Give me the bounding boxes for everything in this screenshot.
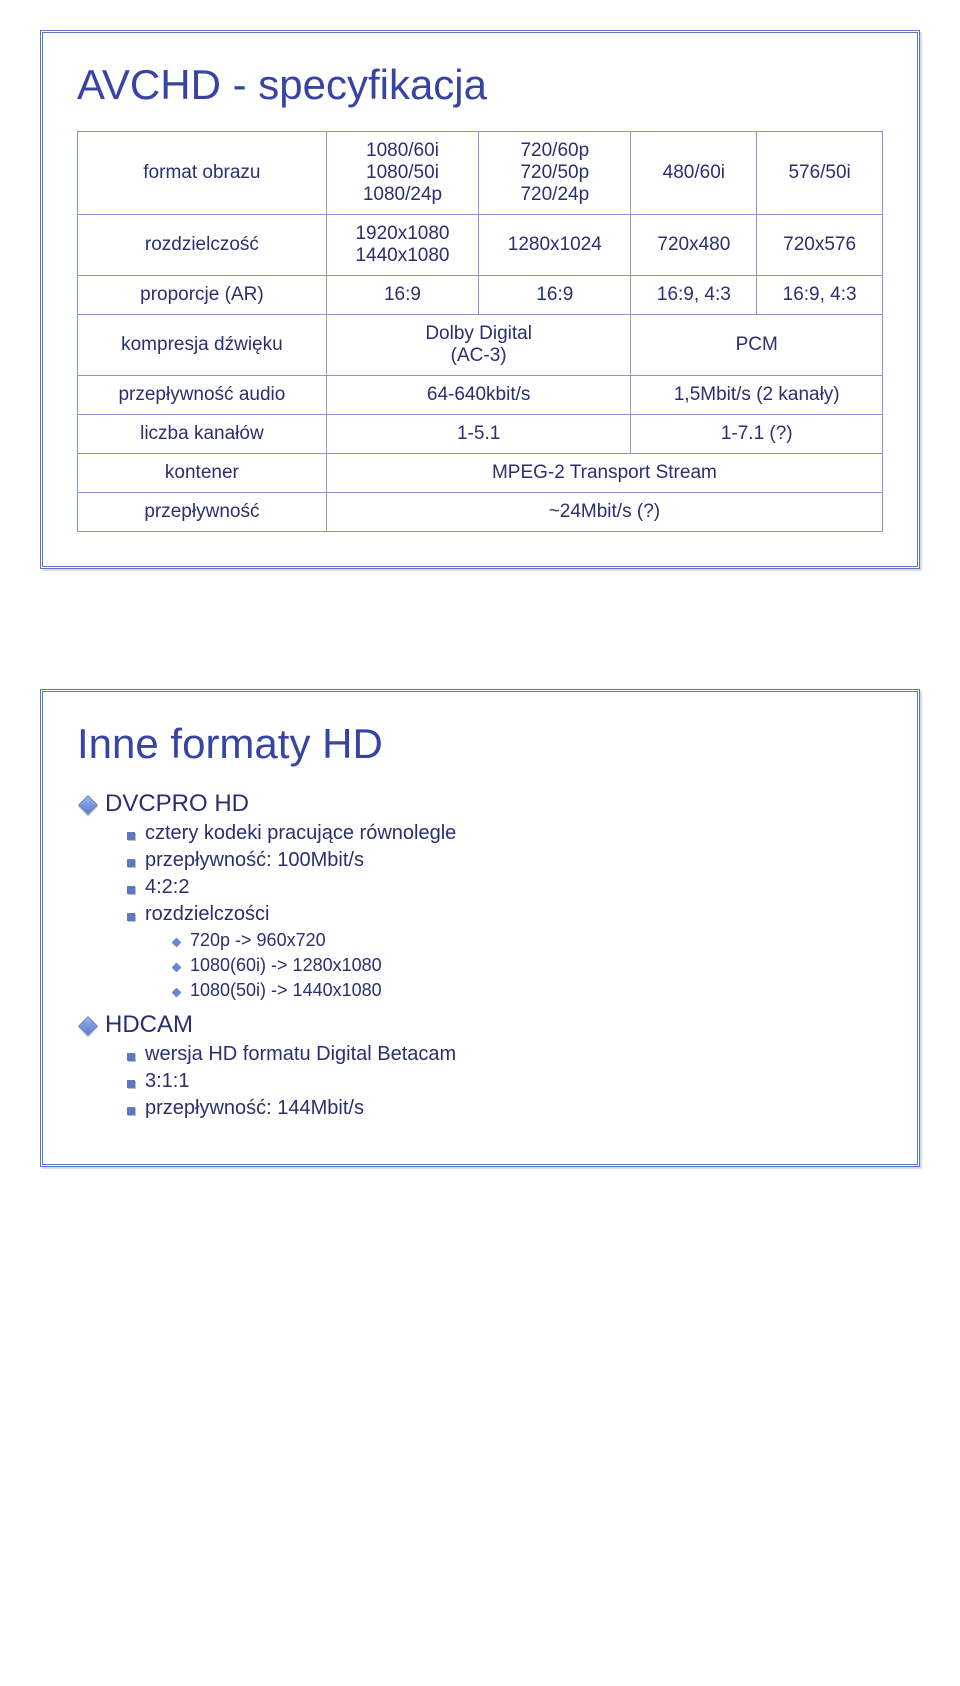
cell: 16:9, 4:3: [631, 276, 757, 315]
table-row: liczba kanałów 1-5.1 1-7.1 (?): [78, 415, 883, 454]
cell: 1080/60i 1080/50i 1080/24p: [326, 132, 478, 215]
cell: 576/50i: [757, 132, 883, 215]
cell: 64-640kbit/s: [326, 376, 631, 415]
cell: PCM: [631, 315, 883, 376]
item-label: cztery kodeki pracujące równolegle: [145, 822, 456, 845]
level1-list: DVCPRO HD cztery kodeki pracujące równol…: [77, 790, 883, 1120]
list-item: wersja HD formatu Digital Betacam: [127, 1043, 883, 1066]
row-label: proporcje (AR): [78, 276, 327, 315]
cell: 1-5.1: [326, 415, 631, 454]
cell: Dolby Digital (AC-3): [326, 315, 631, 376]
item-label: rozdzielczości: [145, 903, 269, 926]
diamond-icon: [78, 795, 98, 815]
table-row: rozdzielczość 1920x1080 1440x1080 1280x1…: [78, 215, 883, 276]
square-icon: [127, 1053, 135, 1061]
table-row: kontener MPEG-2 Transport Stream: [78, 454, 883, 493]
list-item: rozdzielczości: [127, 903, 883, 926]
dot-icon: [172, 938, 182, 948]
list-item: HDCAM: [81, 1011, 883, 1039]
level2-list: cztery kodeki pracujące równolegle przep…: [81, 822, 883, 1001]
item-label: 1080(60i) -> 1280x1080: [190, 955, 382, 976]
cell: 16:9: [326, 276, 478, 315]
item-label: wersja HD formatu Digital Betacam: [145, 1043, 456, 1066]
spec-table: format obrazu 1080/60i 1080/50i 1080/24p…: [77, 131, 883, 532]
table-row: kompresja dźwięku Dolby Digital (AC-3) P…: [78, 315, 883, 376]
cell: 16:9, 4:3: [757, 276, 883, 315]
square-icon: [127, 886, 135, 894]
dot-icon: [172, 963, 182, 973]
table-row: przepływność ~24Mbit/s (?): [78, 493, 883, 532]
row-label: przepływność: [78, 493, 327, 532]
level3-list: 720p -> 960x720 1080(60i) -> 1280x1080 1…: [127, 930, 883, 1001]
cell: 720x576: [757, 215, 883, 276]
cell: 720/60p 720/50p 720/24p: [479, 132, 631, 215]
level2-list: wersja HD formatu Digital Betacam 3:1:1 …: [81, 1043, 883, 1120]
square-icon: [127, 913, 135, 921]
row-label: rozdzielczość: [78, 215, 327, 276]
row-label: przepływność audio: [78, 376, 327, 415]
cell: MPEG-2 Transport Stream: [326, 454, 882, 493]
slide-title: Inne formaty HD: [77, 720, 883, 768]
row-label: format obrazu: [78, 132, 327, 215]
list-item: 1080(60i) -> 1280x1080: [173, 955, 883, 976]
cell: 720x480: [631, 215, 757, 276]
row-label: kompresja dźwięku: [78, 315, 327, 376]
list-item: cztery kodeki pracujące równolegle: [127, 822, 883, 845]
list-item: 1080(50i) -> 1440x1080: [173, 980, 883, 1001]
slide-other-hd-formats: Inne formaty HD DVCPRO HD cztery kodeki …: [40, 689, 920, 1167]
item-label: przepływność: 144Mbit/s: [145, 1097, 364, 1120]
list-item: przepływność: 144Mbit/s: [127, 1097, 883, 1120]
dot-icon: [172, 988, 182, 998]
list-item: przepływność: 100Mbit/s: [127, 849, 883, 872]
item-label: 1080(50i) -> 1440x1080: [190, 980, 382, 1001]
cell: 1920x1080 1440x1080: [326, 215, 478, 276]
item-label: 3:1:1: [145, 1070, 189, 1093]
item-label: HDCAM: [105, 1011, 193, 1039]
list-item: 4:2:2: [127, 876, 883, 899]
cell: 1,5Mbit/s (2 kanały): [631, 376, 883, 415]
square-icon: [127, 832, 135, 840]
diamond-icon: [78, 1016, 98, 1036]
list-item: 720p -> 960x720: [173, 930, 883, 951]
item-label: przepływność: 100Mbit/s: [145, 849, 364, 872]
item-label: 720p -> 960x720: [190, 930, 326, 951]
cell: 480/60i: [631, 132, 757, 215]
row-label: liczba kanałów: [78, 415, 327, 454]
cell: 1-7.1 (?): [631, 415, 883, 454]
table-row: proporcje (AR) 16:9 16:9 16:9, 4:3 16:9,…: [78, 276, 883, 315]
table-row: przepływność audio 64-640kbit/s 1,5Mbit/…: [78, 376, 883, 415]
square-icon: [127, 859, 135, 867]
item-label: 4:2:2: [145, 876, 189, 899]
square-icon: [127, 1107, 135, 1115]
slide-title: AVCHD - specyfikacja: [77, 61, 883, 109]
square-icon: [127, 1080, 135, 1088]
slide-avchd-spec: AVCHD - specyfikacja format obrazu 1080/…: [40, 30, 920, 569]
cell: 16:9: [479, 276, 631, 315]
list-item: DVCPRO HD: [81, 790, 883, 818]
list-item: 3:1:1: [127, 1070, 883, 1093]
cell: ~24Mbit/s (?): [326, 493, 882, 532]
cell: 1280x1024: [479, 215, 631, 276]
item-label: DVCPRO HD: [105, 790, 249, 818]
table-row: format obrazu 1080/60i 1080/50i 1080/24p…: [78, 132, 883, 215]
row-label: kontener: [78, 454, 327, 493]
